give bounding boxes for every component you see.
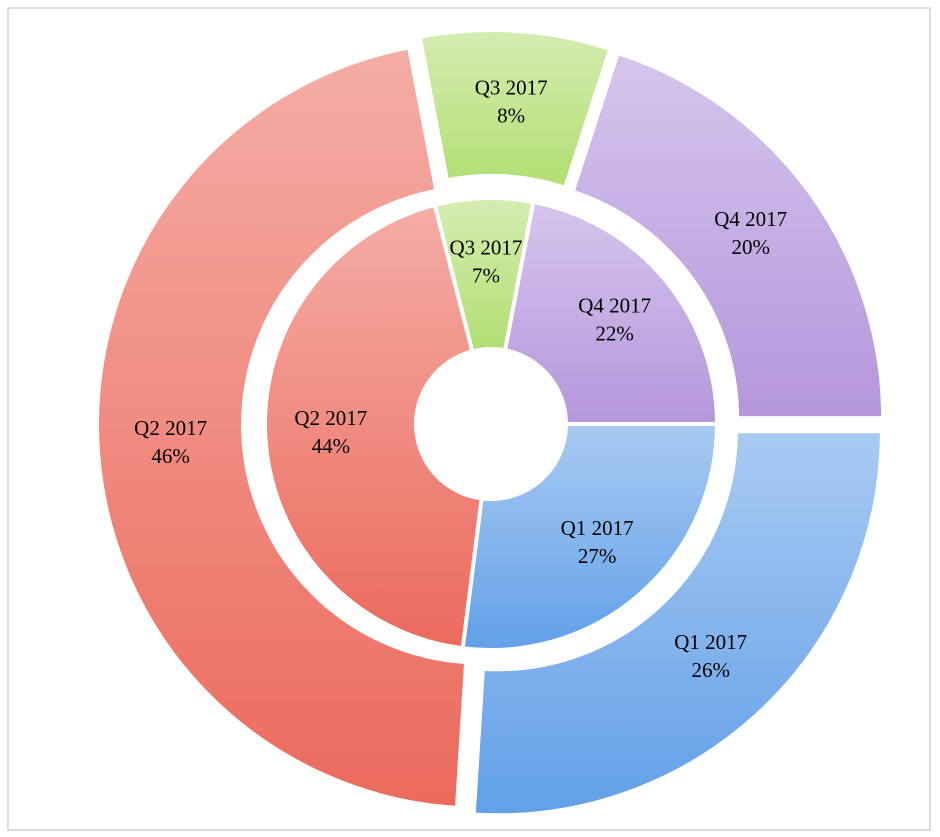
slice-category-label: Q4 2017: [714, 207, 787, 231]
slice-shine: [434, 198, 534, 352]
slice-category-label: Q1 2017: [674, 630, 747, 654]
slice-value-label: 8%: [497, 103, 525, 127]
slice-value-label: 27%: [578, 544, 617, 568]
slice-value-label: 46%: [151, 444, 190, 468]
slice-category-label: Q3 2017: [475, 75, 548, 99]
slice-shine: [572, 52, 884, 419]
slice-category-label: Q3 2017: [449, 235, 522, 259]
slice-value-label: 22%: [595, 322, 634, 346]
slice-shine: [505, 202, 717, 424]
slice-shine: [462, 424, 717, 650]
slice-category-label: Q2 2017: [294, 406, 367, 430]
slice-shine: [419, 30, 611, 188]
slice-value-label: 26%: [691, 658, 730, 682]
slice-shine: [97, 47, 467, 808]
slice-shine: [265, 205, 482, 649]
slice-value-label: 7%: [472, 263, 500, 287]
slice-value-label: 44%: [312, 434, 351, 458]
slice-category-label: Q4 2017: [578, 294, 651, 318]
slice-category-label: Q2 2017: [134, 416, 207, 440]
slice-shine: [473, 431, 882, 816]
slice-category-label: Q1 2017: [561, 516, 634, 540]
slice-value-label: 20%: [731, 235, 770, 259]
